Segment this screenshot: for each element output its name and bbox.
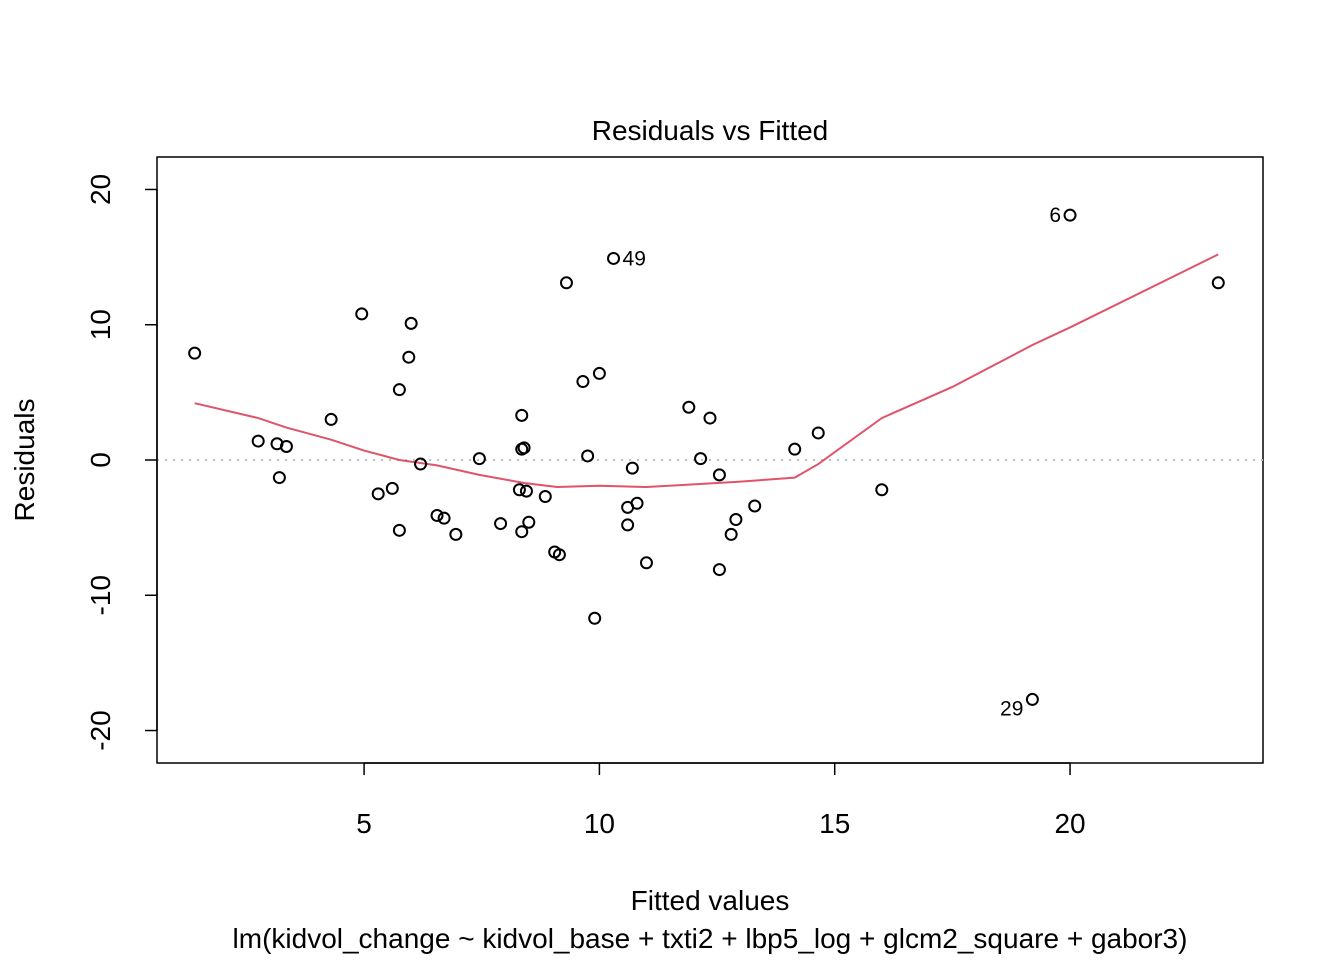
residual-point [430,508,444,522]
residual-point [517,441,531,455]
x-tick-label: 10 [584,808,615,839]
x-tick-label: 20 [1054,808,1085,839]
point-labels: 49 6 29 [623,204,1062,720]
y-axis-label: Residuals [9,399,40,522]
residual-point [592,366,606,380]
residual-point [703,411,717,425]
residual-point [875,483,889,497]
y-tick-label: 10 [85,309,116,340]
x-tick-label: 5 [356,808,372,839]
residual-point [515,525,529,539]
residual-point [494,517,508,531]
residual-point [404,316,418,330]
y-tick-label: 0 [85,452,116,468]
residual-point [682,400,696,414]
residual-point [1211,276,1225,290]
residual-point [729,513,743,527]
residual-point [402,350,416,364]
residual-point [324,412,338,426]
residual-point [392,383,406,397]
smooth-trend-line [194,253,1219,489]
x-axis: 5 10 15 20 [356,762,1086,839]
residual-point [1063,208,1077,222]
residual-point [519,484,533,498]
y-axis: -20 -10 0 10 20 [85,174,158,751]
residual-point [414,457,428,471]
residual-point [279,439,293,453]
residual-point [371,487,385,501]
residual-point [639,556,653,570]
residual-point [437,511,451,525]
residual-point [385,481,399,495]
residual-point [607,251,621,265]
residual-point [188,346,202,360]
residual-point [724,527,738,541]
residual-point [581,449,595,463]
model-formula-subtitle: lm(kidvol_change ~ kidvol_base + txti2 +… [233,923,1188,954]
residual-points [188,208,1225,706]
residual-point [625,461,639,475]
residual-point [788,442,802,456]
residual-point [449,527,463,541]
residual-point [588,611,602,625]
residual-point [522,515,536,529]
residual-point [712,468,726,482]
residual-point [515,408,529,422]
x-tick-label: 15 [819,808,850,839]
residual-point [251,434,265,448]
residual-point [538,490,552,504]
residual-point [621,518,635,532]
residual-point [694,452,708,466]
residual-point [712,563,726,577]
residual-point [576,375,590,389]
y-tick-label: -20 [85,710,116,750]
y-tick-label: -10 [85,575,116,615]
y-tick-label: 20 [85,174,116,205]
point-label: 49 [623,247,646,270]
residual-point [355,307,369,321]
residual-point [392,523,406,537]
residual-point [748,499,762,513]
point-label: 6 [1049,204,1061,227]
residual-point [559,276,573,290]
chart-title: Residuals vs Fitted [592,115,829,146]
residual-point [472,452,486,466]
residual-point [811,426,825,440]
residual-point [272,471,286,485]
residual-point [552,548,566,562]
residual-point [630,496,644,510]
x-axis-label: Fitted values [631,885,790,916]
residual-point [1025,692,1039,706]
point-label: 29 [1000,697,1023,720]
residual-point [512,483,526,497]
